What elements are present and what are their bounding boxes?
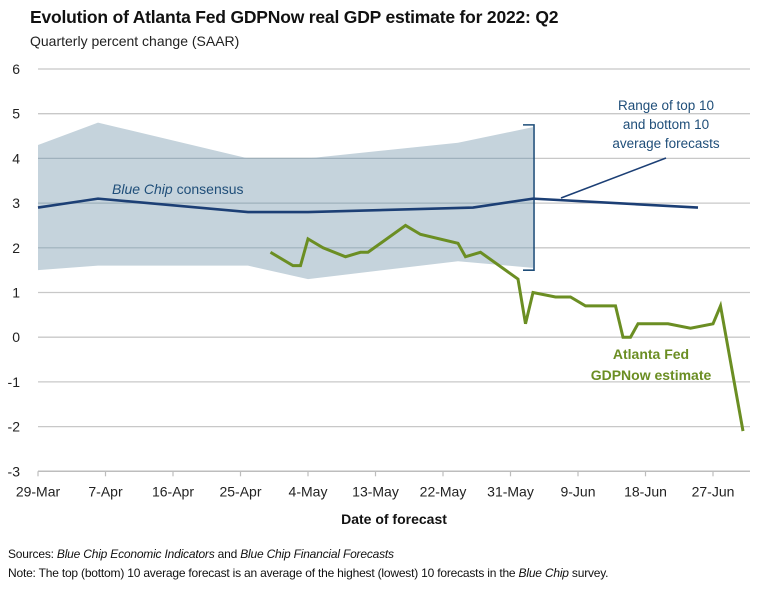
gdpnow-label-line-1: Atlanta Fed (613, 346, 689, 362)
y-tick-label: 5 (12, 106, 20, 122)
sources-label: Sources: (8, 547, 54, 561)
x-tick-label: 16-Apr (152, 483, 194, 499)
y-tick-label: 1 (12, 285, 20, 301)
chart-subtitle: Quarterly percent change (SAAR) (30, 33, 240, 49)
grid-lines-over-band (38, 157, 533, 249)
x-tick-label: 4-May (289, 483, 328, 499)
note-text: The top (bottom) 10 average forecast is … (35, 566, 519, 580)
bluechip-label: Blue Chip consensus (112, 181, 244, 197)
x-tick-label: 31-May (487, 483, 534, 499)
x-tick-label: 9-Jun (560, 483, 595, 499)
x-tick-label: 22-May (420, 483, 467, 499)
y-tick-label: -2 (8, 419, 21, 435)
note-label: Note: (8, 566, 36, 580)
x-tick-label: 29-Mar (16, 483, 61, 499)
range-band-area (38, 122, 533, 280)
bluechip-consensus-line (37, 197, 699, 214)
range-label-line-1: Range of top 10 (618, 98, 714, 113)
y-tick-label: 3 (12, 195, 20, 211)
y-tick-label: 4 (12, 150, 20, 166)
range-pointer-line (560, 157, 667, 199)
y-tick-label: -1 (8, 374, 21, 390)
range-annotation: Range of top 10 and bottom 10 average fo… (612, 98, 720, 151)
sources-title-2: Blue Chip Financial Forecasts (240, 547, 394, 561)
y-tick-label: 0 (12, 329, 20, 345)
forecast-range-band (38, 122, 533, 280)
x-tick-label: 7-Apr (88, 483, 123, 499)
chart-title: Evolution of Atlanta Fed GDPNow real GDP… (30, 7, 559, 27)
footnote: Note: The top (bottom) 10 average foreca… (8, 566, 609, 580)
y-tick-label: 6 (12, 61, 20, 77)
bluechip-label-rest: consensus (173, 181, 244, 197)
gdpnow-label-line-2: GDPNow estimate (591, 367, 712, 383)
y-axis-tick-labels: 6 5 4 3 2 1 0 -1 -2 -3 (8, 61, 21, 479)
sources-title-1: Blue Chip Economic Indicators (56, 547, 215, 561)
sources-note: Sources: Blue Chip Economic Indicators a… (8, 547, 394, 561)
x-tick-label: 13-May (352, 483, 399, 499)
range-label-line-3: average forecasts (612, 136, 720, 151)
bluechip-label-italic: Blue Chip (112, 181, 173, 197)
note-italic: Blue Chip (518, 566, 569, 580)
x-axis: 29-Mar 7-Apr 16-Apr 25-Apr 4-May 13-May 22-May… (16, 470, 750, 499)
series-lines (37, 197, 745, 432)
gdpnow-estimate-line (269, 223, 745, 432)
y-tick-label: -3 (8, 463, 21, 479)
note-end: survey. (568, 566, 609, 580)
x-tick-label: 25-Apr (219, 483, 261, 499)
x-axis-label: Date of forecast (341, 511, 447, 527)
sources-mid: and (214, 547, 241, 561)
y-tick-label: 2 (12, 240, 20, 256)
x-tick-label: 27-Jun (692, 483, 735, 499)
range-label-line-2: and bottom 10 (623, 117, 709, 132)
x-tick-label: 18-Jun (624, 483, 667, 499)
